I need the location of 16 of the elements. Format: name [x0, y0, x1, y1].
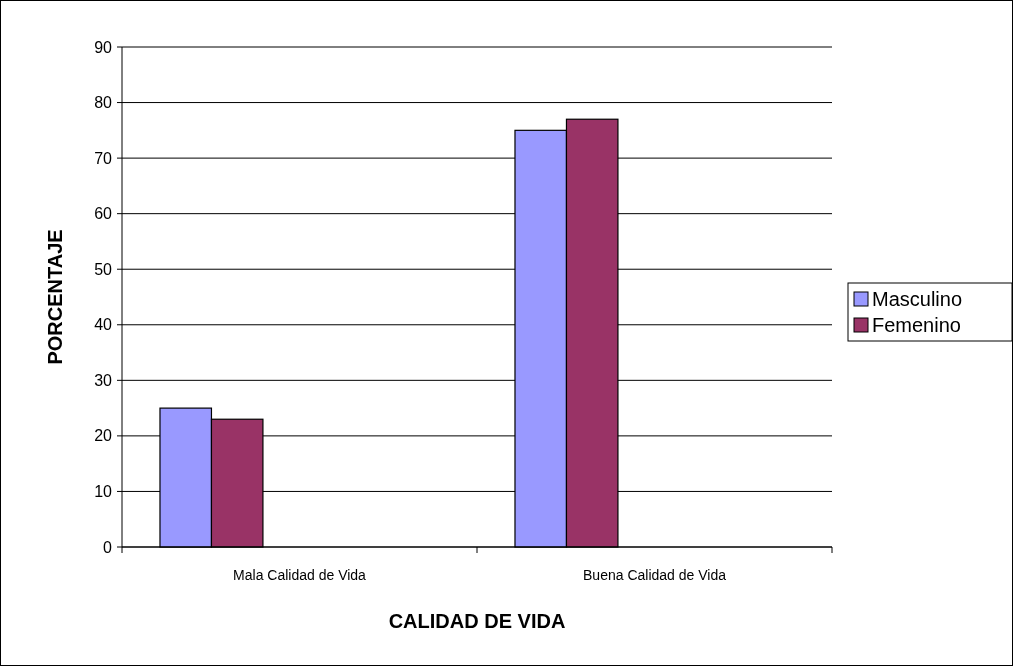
y-tick-label: 90	[94, 38, 113, 56]
y-tick-label: 10	[94, 483, 113, 501]
y-tick-label: 50	[94, 260, 113, 278]
y-tick-label: 40	[94, 316, 113, 334]
legend-label: Femenino	[872, 314, 961, 336]
y-tick-label: 80	[94, 94, 113, 112]
y-tick-label: 20	[94, 427, 113, 445]
y-tick-label: 70	[94, 149, 113, 167]
legend-label: Masculino	[872, 288, 963, 310]
x-tick-label: Mala Calidad de Vida	[233, 567, 367, 583]
x-tick-label: Buena Calidad de Vida	[583, 567, 727, 583]
x-axis-title: CALIDAD DE VIDA	[388, 610, 566, 632]
y-tick-label: 60	[94, 205, 113, 223]
y-axis-title: PORCENTAJE	[44, 229, 66, 365]
y-tick-label: 0	[103, 538, 113, 556]
y-tick-label: 30	[94, 371, 113, 389]
